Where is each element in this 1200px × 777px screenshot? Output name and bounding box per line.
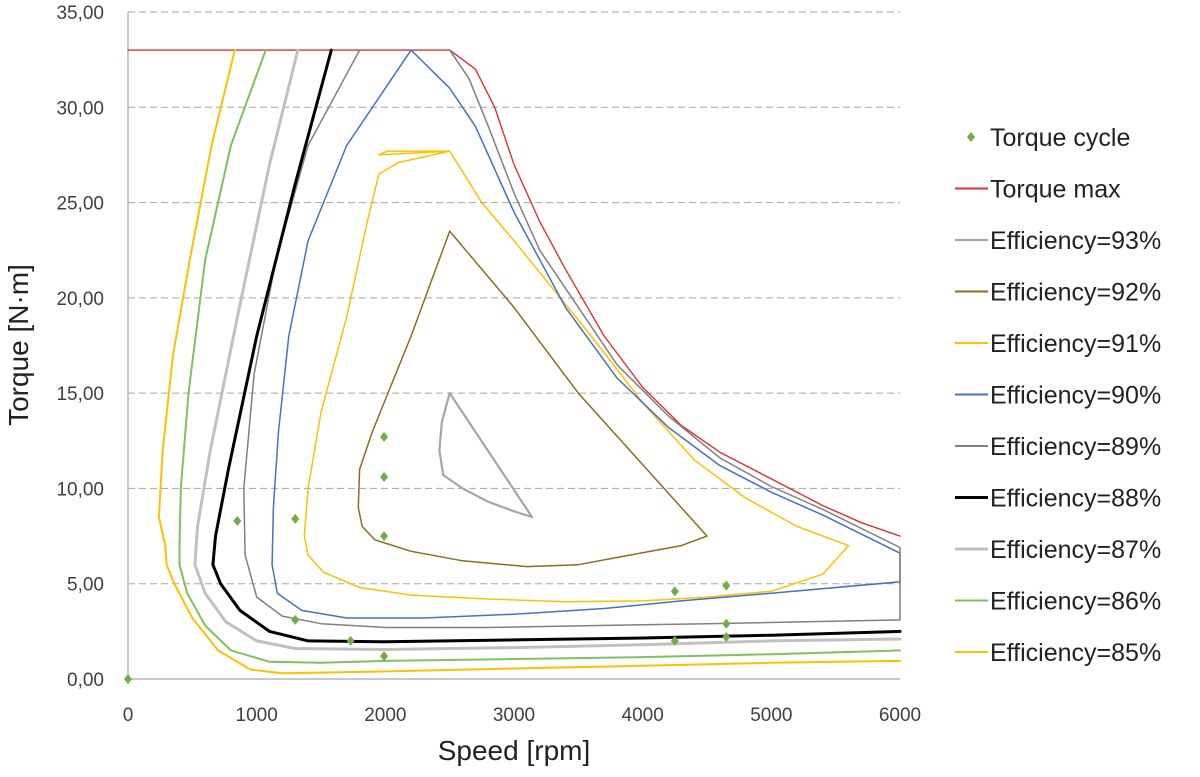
series-line-efficiency-86: [178, 49, 901, 664]
x-tick-label: 1000: [236, 705, 278, 726]
y-tick-label: 30,00: [56, 98, 104, 119]
series-line-efficiency-91: [303, 150, 850, 603]
legend-label-torque-cycle: Torque cycle: [990, 124, 1130, 152]
series-lines: [127, 48, 902, 675]
y-tick-label: 10,00: [56, 479, 104, 500]
series-line-efficiency-92: [357, 230, 708, 568]
y-tick-label: 35,00: [56, 3, 104, 24]
x-tick-label: 5000: [750, 705, 792, 726]
y-tick-labels: 0,00 5,00 10,00 15,00 20,00 25,00 30,00 35,00: [56, 3, 104, 691]
x-tick-label: 4000: [622, 705, 664, 726]
series-line-efficiency-93: [438, 392, 534, 519]
torque-cycle-point: [722, 618, 731, 629]
legend-swatch-torque-cycle: [967, 132, 975, 142]
series-line-efficiency-90: [271, 49, 901, 619]
x-tick-labels: 0 1000 2000 3000 4000 5000 6000: [123, 705, 921, 726]
torque-cycle-point: [670, 635, 679, 646]
legend-label-efficiency-89: Efficiency=89%: [990, 433, 1161, 461]
series-line-efficiency-87: [193, 48, 902, 651]
legend-label-efficiency-91: Efficiency=91%: [990, 330, 1161, 358]
legend-label-efficiency-85: Efficiency=85%: [990, 639, 1161, 667]
x-axis-title: Speed [rpm]: [438, 735, 591, 766]
torque-cycle-point: [722, 632, 731, 643]
torque-cycle-point: [291, 513, 300, 524]
series-line-torque-max: [127, 49, 901, 537]
x-tick-label: 0: [123, 705, 134, 726]
series-line-efficiency-88: [211, 48, 902, 644]
legend-label-efficiency-88: Efficiency=88%: [990, 485, 1161, 513]
y-tick-label: 25,00: [56, 194, 104, 215]
torque-cycle-point: [380, 651, 389, 662]
torque-cycle-point: [380, 531, 389, 542]
legend-label-efficiency-93: Efficiency=93%: [990, 227, 1161, 255]
axes: [127, 12, 900, 680]
torque-cycle-point: [380, 471, 389, 482]
torque-cycle-point: [380, 431, 389, 442]
torque-cycle-point: [124, 674, 132, 684]
legend: Torque cycle Torque max Efficiency=93% Effi…: [955, 124, 1161, 667]
torque-cycle-point: [670, 586, 679, 597]
y-tick-label: 20,00: [56, 289, 104, 310]
y-tick-label: 5,00: [67, 575, 104, 596]
torque-cycle-point: [291, 614, 300, 625]
legend-label-efficiency-87: Efficiency=87%: [990, 536, 1161, 564]
x-tick-label: 3000: [493, 705, 535, 726]
legend-label-efficiency-90: Efficiency=90%: [990, 382, 1161, 410]
series-line-efficiency-85: [157, 49, 901, 675]
torque-cycle-point: [346, 635, 355, 646]
torque-cycle-point: [722, 580, 731, 591]
x-tick-label: 6000: [879, 705, 921, 726]
legend-label-efficiency-92: Efficiency=92%: [990, 279, 1161, 307]
y-tick-label: 0,00: [67, 670, 104, 691]
y-tick-label: 15,00: [56, 384, 104, 405]
legend-label-efficiency-86: Efficiency=86%: [990, 588, 1161, 616]
torque-cycle-points: [124, 431, 731, 684]
y-axis-title: Torque [N·m]: [3, 264, 34, 426]
legend-label-torque-max: Torque max: [990, 176, 1121, 204]
x-tick-label: 2000: [364, 705, 406, 726]
series-line-efficiency-89: [243, 49, 901, 629]
torque-cycle-point: [233, 515, 242, 526]
